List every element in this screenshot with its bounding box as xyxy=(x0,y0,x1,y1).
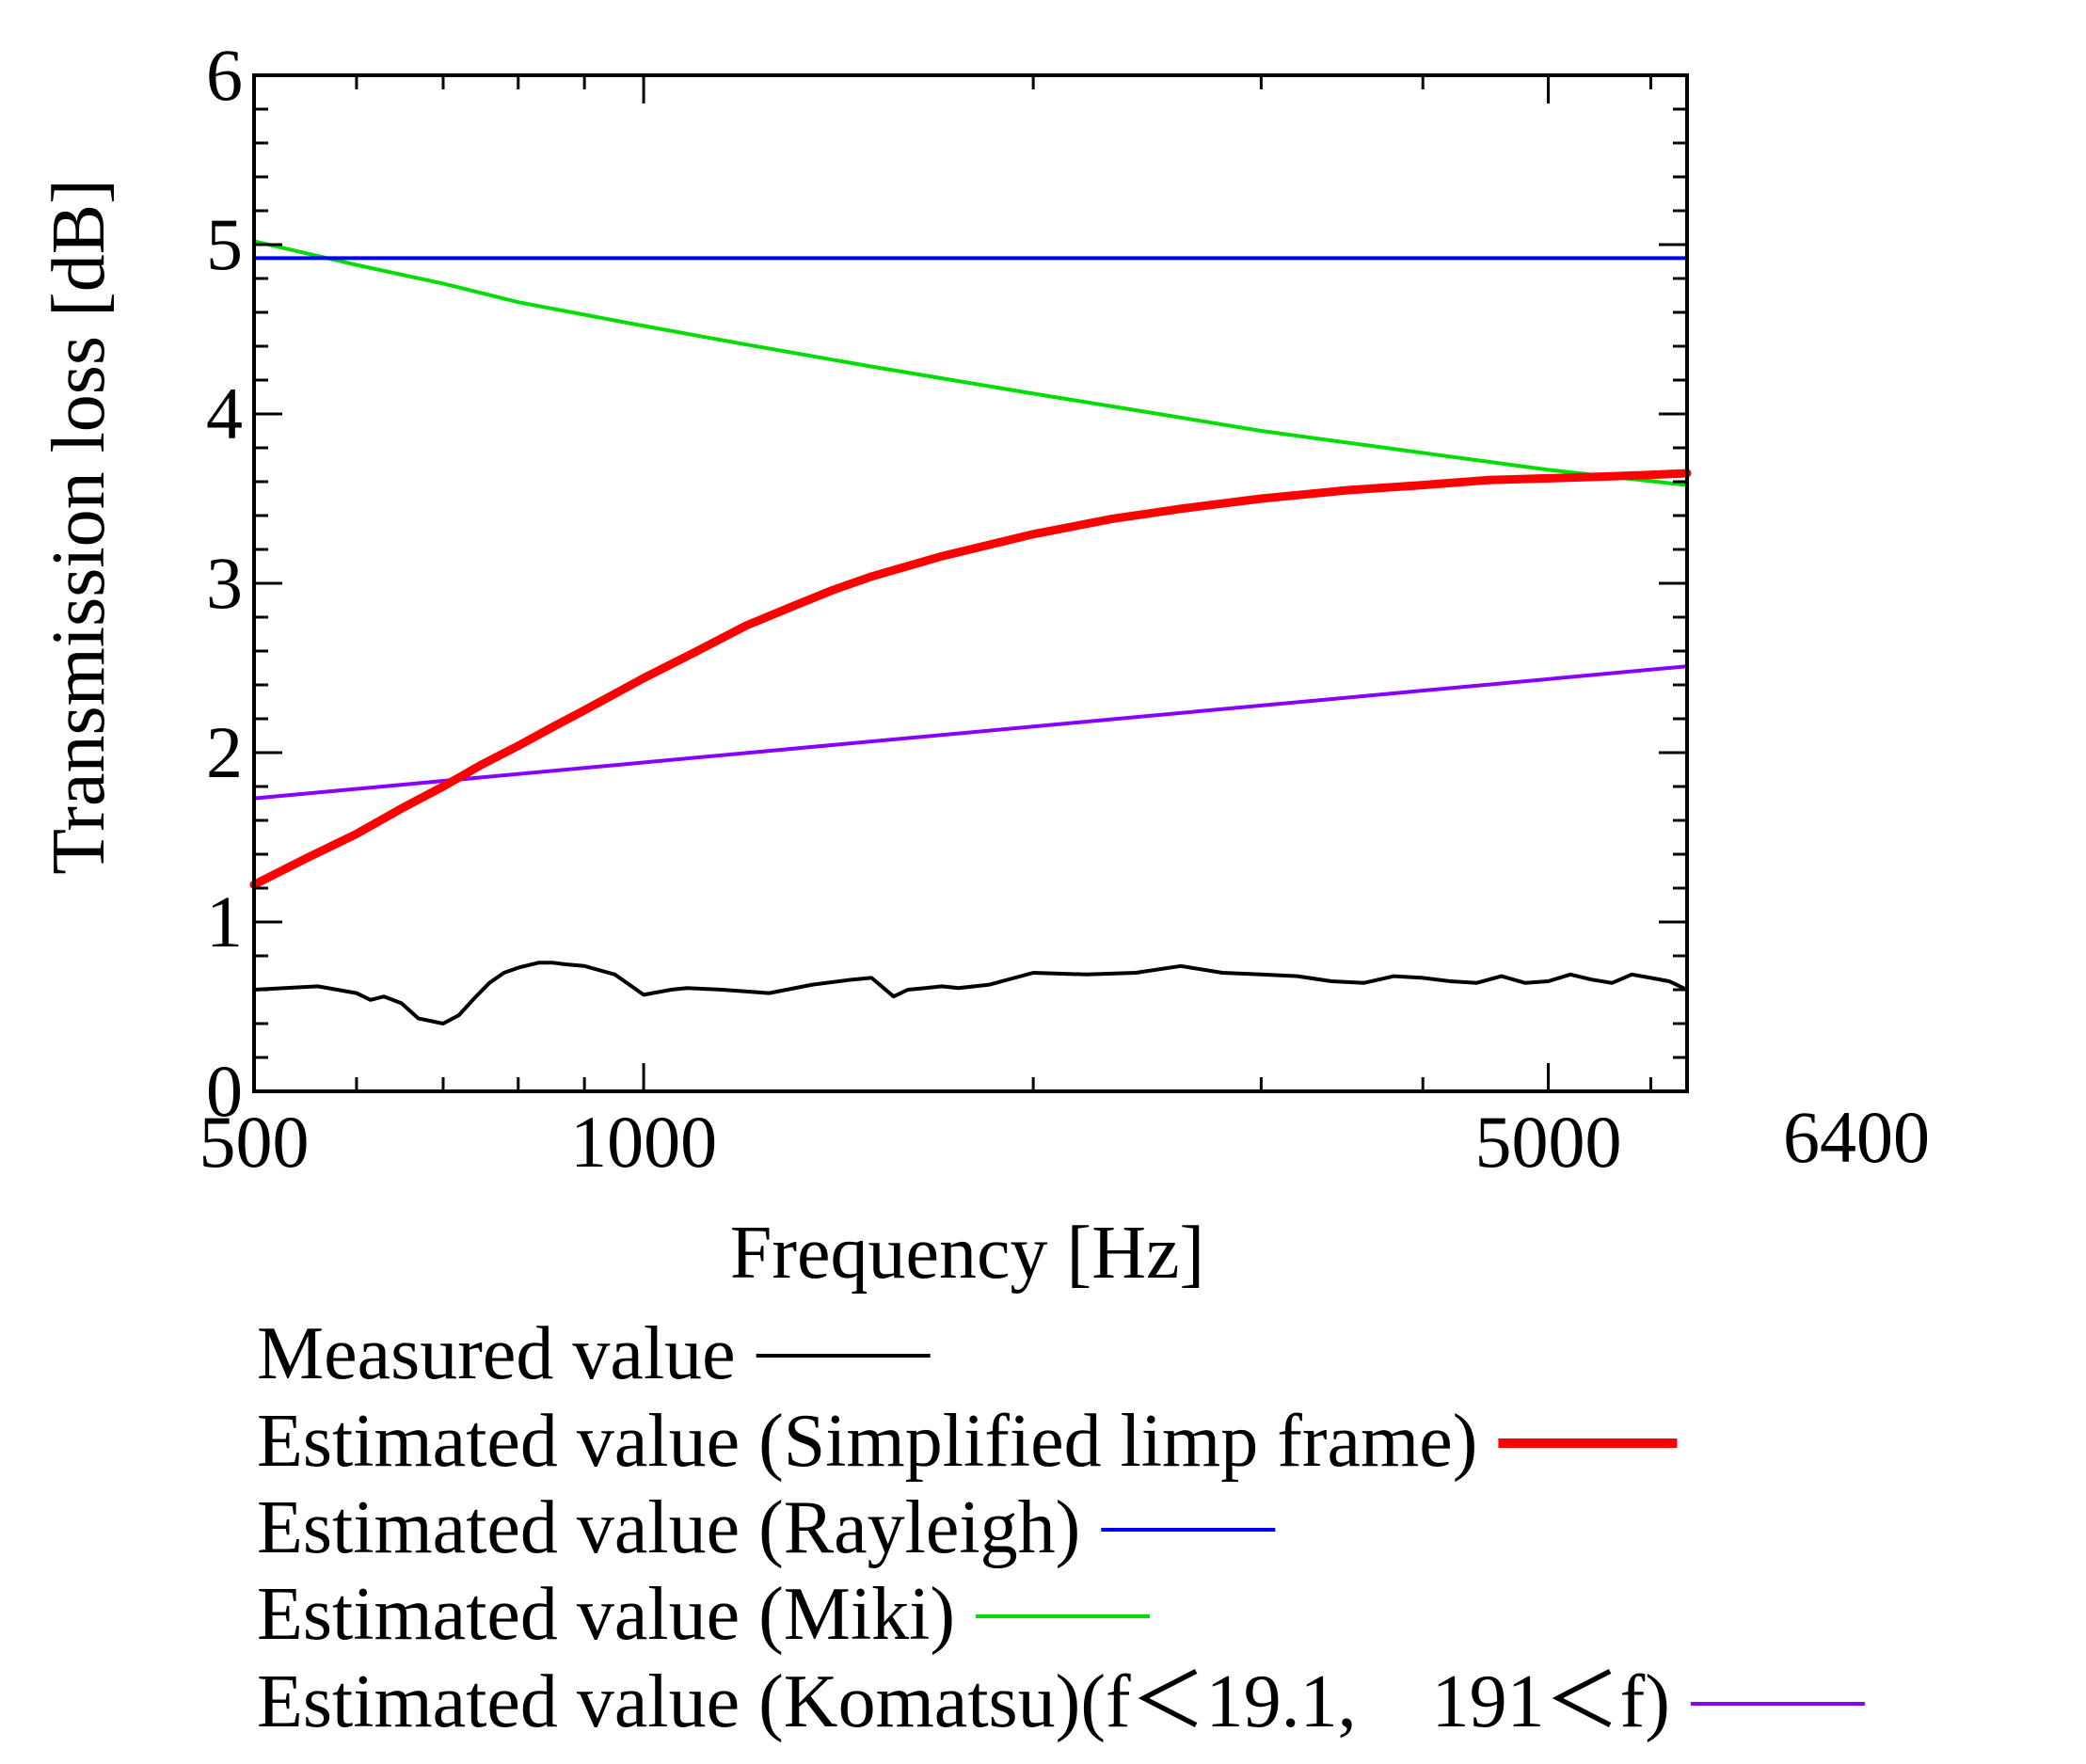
y-tick-label: 5 xyxy=(206,203,243,285)
plot-frame xyxy=(252,73,1689,1093)
y-axis-title: Transmission loss [dB] xyxy=(38,179,120,874)
plot-lines xyxy=(249,239,1692,1025)
y-tick-label: 6 xyxy=(206,34,243,116)
legend-label-0: Measured value xyxy=(257,1312,736,1395)
series-line-4 xyxy=(252,664,1689,801)
legend-label-2: Estimated value (Rayleigh) xyxy=(257,1486,1080,1569)
y-tick-label: 0 xyxy=(206,1050,243,1132)
legend-label-4: Estimated value (Komatsu)(f＜19.1, 191＜f) xyxy=(257,1661,1670,1743)
legend-label-3: Estimated value (Miki) xyxy=(257,1573,955,1656)
x-tick-label: 1000 xyxy=(570,1101,717,1183)
x-tick-label: 500 xyxy=(199,1101,310,1183)
series-line-1 xyxy=(249,469,1692,889)
x-axis-title: Frequency [Hz] xyxy=(730,1212,1204,1295)
axis-ticks xyxy=(252,73,1687,1093)
y-tick-labels: 0 1 2 3 4 5 6 xyxy=(206,34,243,1132)
y-tick-label: 3 xyxy=(206,542,243,624)
series-line-3 xyxy=(252,239,1689,487)
y-tick-label: 2 xyxy=(206,711,243,793)
x-tick-labels: 500 1000 5000 6400 xyxy=(199,1096,1931,1183)
y-tick-label: 1 xyxy=(206,881,243,962)
series-line-0 xyxy=(252,961,1689,1025)
x-tick-label: 6400 xyxy=(1783,1096,1930,1178)
y-tick-label: 4 xyxy=(206,373,243,454)
x-tick-label: 5000 xyxy=(1475,1101,1622,1183)
legend-label-1: Estimated value (Simplified limp frame) xyxy=(257,1400,1477,1483)
